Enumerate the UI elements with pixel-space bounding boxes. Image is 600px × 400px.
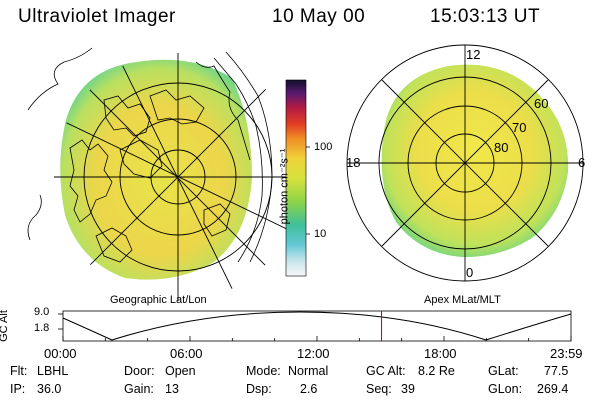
mlt-6-label: 6 bbox=[578, 155, 586, 170]
gcalt-value: 8.2 Re bbox=[418, 364, 455, 378]
colorbar bbox=[285, 79, 307, 277]
mlat-70-label: 70 bbox=[512, 120, 527, 135]
date-label: 10 May 00 bbox=[272, 6, 366, 27]
door-value: Open bbox=[165, 364, 196, 378]
apex-polar-panel bbox=[346, 44, 584, 282]
dsp-label: Dsp: bbox=[246, 382, 272, 396]
altitude-ytick-bottom: 1.8 bbox=[34, 322, 50, 334]
time-tick-0600: 06:00 bbox=[170, 346, 203, 361]
altitude-ylabel: GC Alt bbox=[0, 310, 10, 342]
colorbar-tick-10: 10 bbox=[314, 228, 327, 240]
dsp-value: 2.6 bbox=[300, 382, 318, 396]
gain-label: Gain: bbox=[124, 382, 154, 396]
gcalt-label: GC Alt: bbox=[366, 364, 406, 378]
time-tick-0000: 00:00 bbox=[44, 346, 77, 361]
time-axis-ticks bbox=[62, 336, 572, 341]
time-tick-1800: 18:00 bbox=[424, 346, 457, 361]
gain-value: 13 bbox=[165, 382, 179, 396]
coastline-outside bbox=[27, 47, 273, 263]
coastline-outlines bbox=[69, 89, 231, 263]
mode-label: Mode: bbox=[246, 364, 281, 378]
geographic-image-panel bbox=[27, 47, 302, 301]
ip-value: 36.0 bbox=[37, 382, 62, 396]
aurora-emission-right bbox=[381, 64, 569, 258]
aurora-emission-left bbox=[60, 59, 252, 280]
time-tick-1200: 12:00 bbox=[297, 346, 330, 361]
mlt-0-label: 0 bbox=[466, 265, 474, 280]
seq-value: 39 bbox=[401, 382, 415, 396]
seq-label: Seq: bbox=[366, 382, 392, 396]
door-label: Door: bbox=[124, 364, 155, 378]
time-label: 15:03:13 UT bbox=[430, 6, 541, 27]
flt-label: Flt: bbox=[10, 364, 28, 378]
mlat-60-label: 60 bbox=[534, 96, 549, 111]
instrument-title: Ultraviolet Imager bbox=[18, 6, 176, 27]
geographic-panel-label: Geographic Lat/Lon bbox=[110, 294, 207, 306]
apex-panel-label: Apex MLat/MLT bbox=[424, 294, 501, 306]
colorbar-unit-label: photon cm⁻²s⁻¹ bbox=[278, 148, 291, 225]
flt-value: LBHL bbox=[37, 364, 69, 378]
geographic-grid bbox=[54, 53, 302, 301]
ip-label: IP: bbox=[10, 382, 26, 396]
mlat-80-label: 80 bbox=[494, 140, 509, 155]
glat-value: 77.5 bbox=[544, 364, 569, 378]
altitude-plot bbox=[58, 310, 572, 342]
polar-grid bbox=[346, 44, 584, 282]
time-tick-2359: 23:59 bbox=[550, 346, 583, 361]
altitude-curve bbox=[62, 311, 572, 341]
mlt-12-label: 12 bbox=[466, 47, 481, 62]
mlt-18-label: 18 bbox=[346, 155, 361, 170]
glon-value: 269.4 bbox=[537, 382, 569, 396]
glon-label: GLon: bbox=[488, 382, 523, 396]
altitude-ytick-top: 9.0 bbox=[34, 306, 50, 318]
glat-label: GLat: bbox=[488, 364, 519, 378]
mode-value: Normal bbox=[288, 364, 329, 378]
colorbar-tick-100: 100 bbox=[314, 141, 333, 153]
